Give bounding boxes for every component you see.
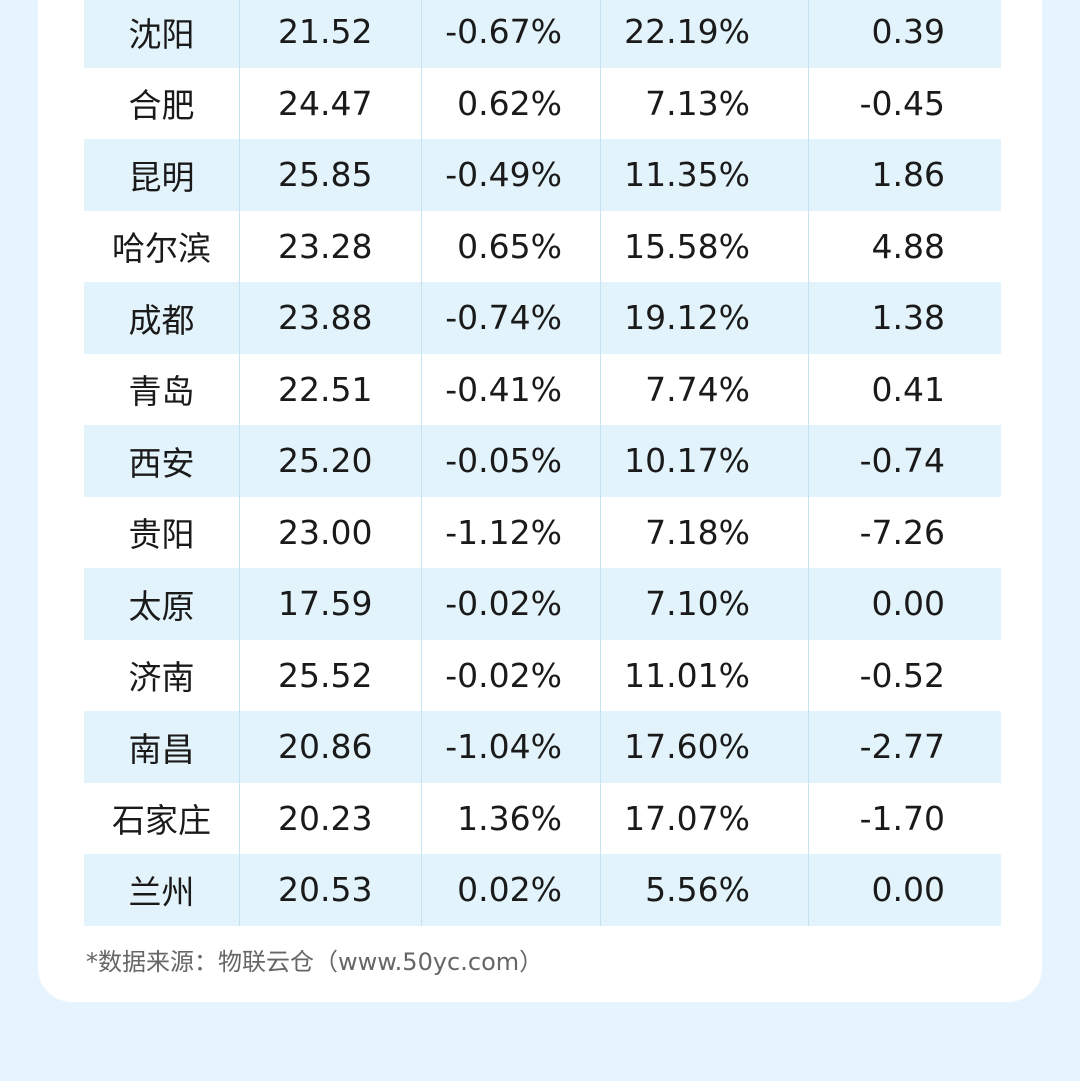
city-cell: 兰州 (84, 854, 240, 926)
value-cell: 23.28 (240, 210, 422, 282)
value-cell: 10.17% (601, 425, 809, 497)
value-cell: -0.41% (422, 353, 601, 425)
table-row: 青岛 22.51 -0.41% 7.74% 0.41 (84, 353, 1001, 425)
value-cell: -2.77 (859, 727, 945, 767)
city-cell: 南昌 (84, 711, 240, 783)
value-cell: 0.02% (422, 854, 601, 926)
city-cell: 合肥 (84, 67, 240, 139)
value-cell: 15.58% (601, 210, 809, 282)
table-row: 成都 23.88 -0.74% 19.12% 1.38 (84, 282, 1001, 354)
value-cell: 5.56% (601, 854, 809, 926)
city-cell: 西安 (84, 425, 240, 497)
value-cell: -1.70 (859, 798, 945, 838)
value-cell: 20.86 (240, 711, 422, 783)
data-source-note: *数据来源：物联云仓（www.50yc.com） (86, 948, 544, 976)
value-cell: 21.52 (240, 0, 422, 68)
value-cell: 7.74% (601, 353, 809, 425)
value-cell: 0.62% (422, 67, 601, 139)
value-cell: 1.36% (422, 782, 601, 854)
value-cell: 0.65% (422, 210, 601, 282)
city-cell: 青岛 (84, 353, 240, 425)
value-cell: -1.04% (422, 711, 601, 783)
value-cell: 23.00 (240, 496, 422, 568)
table-row: 济南 25.52 -0.02% 11.01% -0.52 (84, 639, 1001, 711)
table-row: 兰州 20.53 0.02% 5.56% 0.00 (84, 854, 1001, 926)
value-cell: -0.74 (859, 441, 945, 481)
data-table: 沈阳 21.52 -0.67% 22.19% 0.39 合肥 24.47 0.62% 7.13%… (84, 0, 1001, 926)
city-cell: 哈尔滨 (84, 210, 240, 282)
table-row: 合肥 24.47 0.62% 7.13% -0.45 (84, 67, 1001, 139)
city-cell: 贵阳 (84, 496, 240, 568)
table-row: 南昌 20.86 -1.04% 17.60% -2.77 (84, 711, 1001, 783)
value-cell: -0.74% (422, 282, 601, 354)
value-cell: 25.85 (240, 139, 422, 211)
value-cell: 0.00 (871, 584, 945, 624)
value-cell: 0.00 (871, 870, 945, 910)
value-cell: 20.23 (240, 782, 422, 854)
table-row: 贵阳 23.00 -1.12% 7.18% -7.26 (84, 496, 1001, 568)
table-row: 石家庄 20.23 1.36% 17.07% -1.70 (84, 782, 1001, 854)
value-cell: 24.47 (240, 67, 422, 139)
table-row: 昆明 25.85 -0.49% 11.35% 1.86 (84, 139, 1001, 211)
value-cell: -7.26 (859, 512, 945, 552)
value-cell: 19.12% (601, 282, 809, 354)
value-cell: -0.02% (422, 568, 601, 640)
value-cell: 25.52 (240, 639, 422, 711)
value-cell: -1.12% (422, 496, 601, 568)
city-cell: 石家庄 (84, 782, 240, 854)
value-cell: 11.01% (601, 639, 809, 711)
value-cell: 22.51 (240, 353, 422, 425)
city-cell: 太原 (84, 568, 240, 640)
value-cell: 7.10% (601, 568, 809, 640)
value-cell: 23.88 (240, 282, 422, 354)
value-cell: -0.52 (859, 655, 945, 695)
value-cell: 4.88 (871, 226, 945, 266)
value-cell: 25.20 (240, 425, 422, 497)
value-cell: 22.19% (601, 0, 809, 68)
value-cell: 7.18% (601, 496, 809, 568)
table-row: 哈尔滨 23.28 0.65% 15.58% 4.88 (84, 210, 1001, 282)
value-cell: -0.67% (422, 0, 601, 68)
value-cell: -0.02% (422, 639, 601, 711)
value-cell: 7.13% (601, 67, 809, 139)
value-cell: 20.53 (240, 854, 422, 926)
value-cell: 0.39 (871, 12, 945, 52)
value-cell: -0.45 (859, 83, 945, 123)
city-cell: 济南 (84, 639, 240, 711)
table-row: 太原 17.59 -0.02% 7.10% 0.00 (84, 568, 1001, 640)
value-cell: 1.38 (871, 298, 945, 338)
value-cell: 17.60% (601, 711, 809, 783)
value-cell: 1.86 (871, 155, 945, 195)
value-cell: 0.41 (871, 369, 945, 409)
city-cell: 昆明 (84, 139, 240, 211)
value-cell: 17.59 (240, 568, 422, 640)
value-cell: -0.05% (422, 425, 601, 497)
table-row: 西安 25.20 -0.05% 10.17% -0.74 (84, 425, 1001, 497)
city-cell: 成都 (84, 282, 240, 354)
value-cell: 17.07% (601, 782, 809, 854)
table-row: 沈阳 21.52 -0.67% 22.19% 0.39 (84, 0, 1001, 68)
value-cell: 11.35% (601, 139, 809, 211)
city-cell: 沈阳 (84, 0, 240, 68)
value-cell: -0.49% (422, 139, 601, 211)
